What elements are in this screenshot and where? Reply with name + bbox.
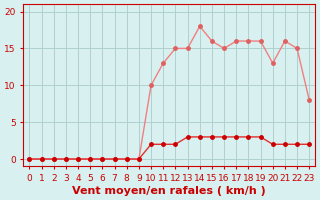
X-axis label: Vent moyen/en rafales ( km/h ): Vent moyen/en rafales ( km/h ) [72, 186, 266, 196]
